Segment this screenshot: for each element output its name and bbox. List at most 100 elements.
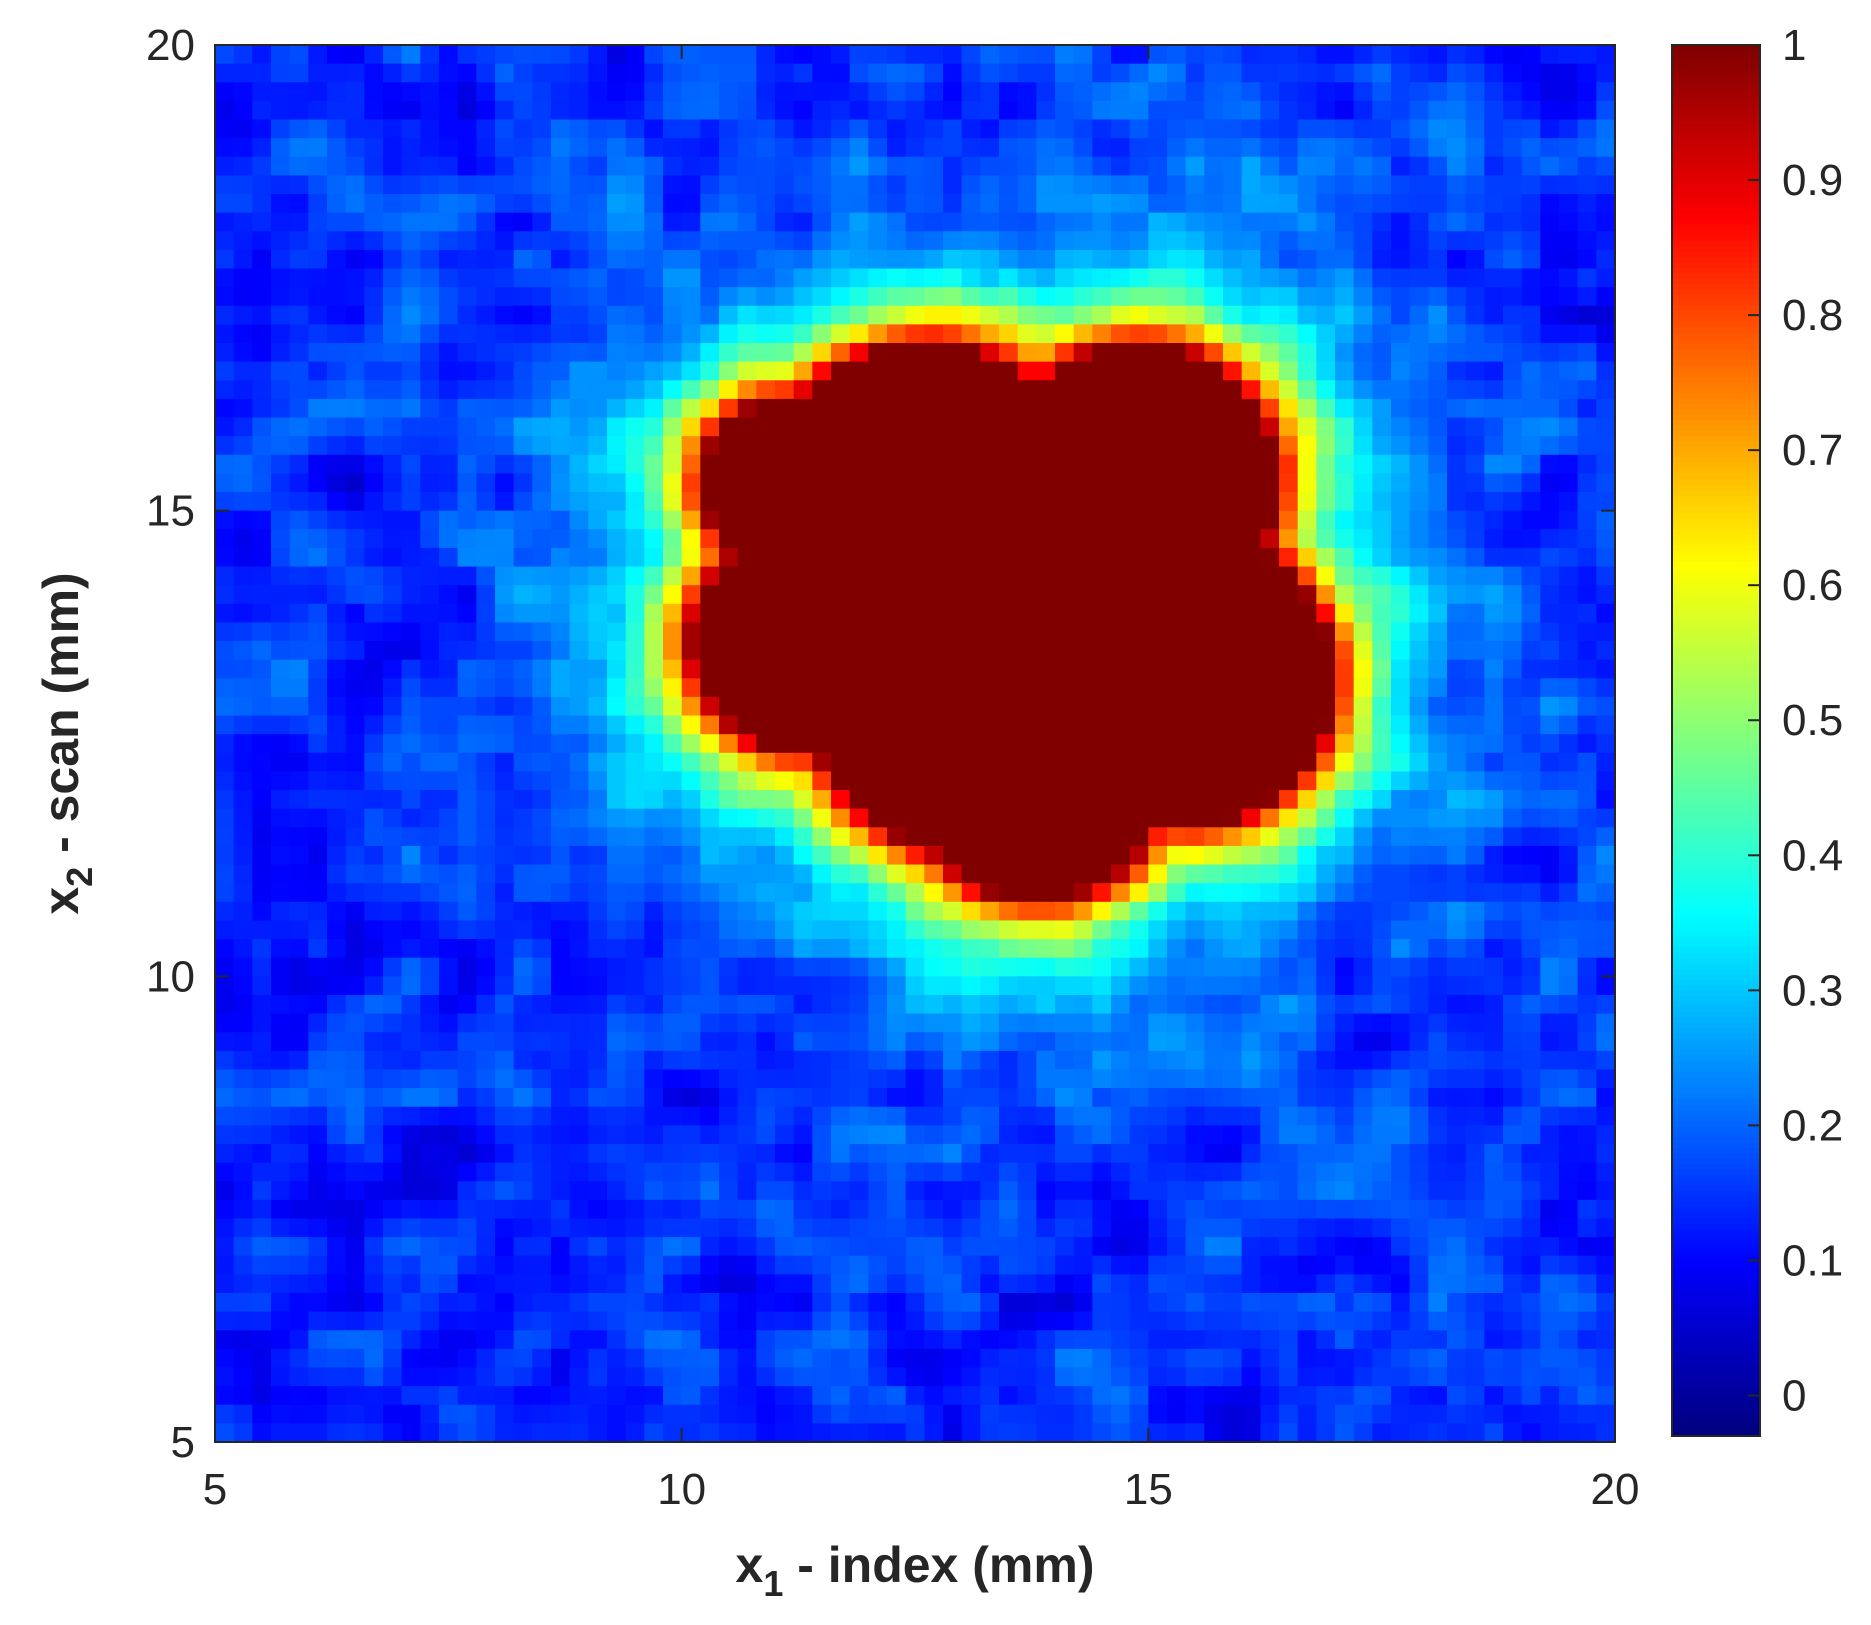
heatmap-cell (588, 119, 608, 139)
heatmap-cell (1073, 1143, 1093, 1164)
heatmap-cell (420, 1032, 440, 1052)
heatmap-cell (868, 1255, 888, 1275)
heatmap-cell (663, 361, 683, 381)
heatmap-cell (887, 268, 907, 288)
heatmap-cell (569, 492, 589, 512)
heatmap-cell (401, 156, 421, 176)
heatmap-cell (961, 1050, 981, 1071)
heatmap-cell (756, 845, 776, 866)
heatmap-cell (1316, 864, 1336, 884)
heatmap-cell (1129, 473, 1149, 493)
heatmap-cell (849, 864, 869, 884)
heatmap-cell (1391, 641, 1411, 661)
heatmap-cell (644, 845, 664, 866)
heatmap-cell (551, 1032, 571, 1052)
heatmap-cell (420, 1088, 440, 1108)
heatmap-cell (1297, 1255, 1317, 1275)
heatmap-cell (252, 212, 272, 232)
heatmap-cell (812, 436, 832, 456)
heatmap-cell (215, 82, 235, 102)
heatmap-cell (1484, 1181, 1504, 1201)
heatmap-cell (327, 1143, 347, 1164)
heatmap-cell (980, 566, 1000, 586)
heatmap-cell (532, 231, 552, 251)
heatmap-cell (1428, 566, 1448, 586)
heatmap-cell (887, 380, 907, 400)
heatmap-cell (1372, 678, 1392, 698)
heatmap-cell (588, 343, 608, 363)
heatmap-cell (215, 100, 235, 121)
heatmap-cell (271, 1237, 291, 1257)
heatmap-cell (1017, 119, 1037, 139)
heatmap-cell (625, 1143, 645, 1164)
heatmap-cell (1223, 268, 1243, 288)
heatmap-cell (719, 268, 739, 288)
heatmap-cell (887, 417, 907, 437)
heatmap-cell (439, 249, 459, 270)
heatmap-cell (476, 547, 496, 568)
heatmap-cell (775, 957, 795, 977)
heatmap-cell (924, 585, 944, 605)
heatmap-cell (663, 678, 683, 698)
heatmap-cell (1428, 417, 1448, 437)
heatmap-cell (495, 1274, 515, 1294)
heatmap-cell (457, 529, 477, 549)
heatmap-cell (849, 268, 869, 288)
heatmap-cell (1185, 883, 1205, 903)
heatmap-cell (905, 231, 925, 251)
heatmap-cell (1465, 752, 1485, 773)
heatmap-cell (532, 249, 552, 270)
heatmap-cell (308, 119, 328, 139)
heatmap-cell (868, 454, 888, 475)
heatmap-cell (1372, 659, 1392, 679)
heatmap-cell (905, 1218, 925, 1238)
heatmap-cell (1409, 1143, 1429, 1164)
heatmap-cell (849, 45, 869, 65)
heatmap-cell (1055, 510, 1075, 530)
heatmap-cell (607, 920, 627, 940)
heatmap-cell (924, 603, 944, 624)
heatmap-cell (625, 249, 645, 270)
heatmap-cell (849, 1199, 869, 1220)
heatmap-cell (569, 1106, 589, 1126)
heatmap-cell (1372, 175, 1392, 195)
heatmap-cell (1055, 82, 1075, 102)
heatmap-cell (1017, 287, 1037, 307)
heatmap-cell (1484, 82, 1504, 102)
heatmap-cell (849, 473, 869, 493)
heatmap-cell (1521, 324, 1541, 344)
heatmap-cell (999, 212, 1019, 232)
heatmap-cell (383, 138, 403, 158)
heatmap-cell (551, 734, 571, 754)
heatmap-cell (457, 305, 477, 325)
heatmap-cell (588, 231, 608, 251)
heatmap-cell (1596, 790, 1616, 810)
heatmap-cell (625, 287, 645, 307)
heatmap-cell (607, 1274, 627, 1294)
heatmap-cell (905, 641, 925, 661)
heatmap-cell (588, 659, 608, 679)
heatmap-cell (1409, 82, 1429, 102)
heatmap-cell (289, 1088, 309, 1108)
heatmap-cell (1559, 696, 1579, 717)
heatmap-cell (1223, 1237, 1243, 1257)
heatmap-cell (737, 1125, 757, 1145)
heatmap-cell (327, 734, 347, 754)
heatmap-cell (999, 976, 1019, 996)
heatmap-cell (1279, 1032, 1299, 1052)
heatmap-cell (1055, 231, 1075, 251)
heatmap-cell (1484, 734, 1504, 754)
heatmap-cell (513, 771, 533, 791)
heatmap-cell (1596, 1013, 1616, 1033)
heatmap-cell (345, 585, 365, 605)
heatmap-cell (569, 622, 589, 642)
heatmap-cell (420, 1218, 440, 1238)
heatmap-cell (1297, 901, 1317, 922)
heatmap-cell (943, 808, 963, 828)
heatmap-cell (644, 436, 664, 456)
heatmap-cell (1316, 1032, 1336, 1052)
heatmap-cell (364, 976, 384, 996)
heatmap-cell (756, 156, 776, 176)
heatmap-cell (233, 138, 253, 158)
heatmap-cell (1484, 901, 1504, 922)
